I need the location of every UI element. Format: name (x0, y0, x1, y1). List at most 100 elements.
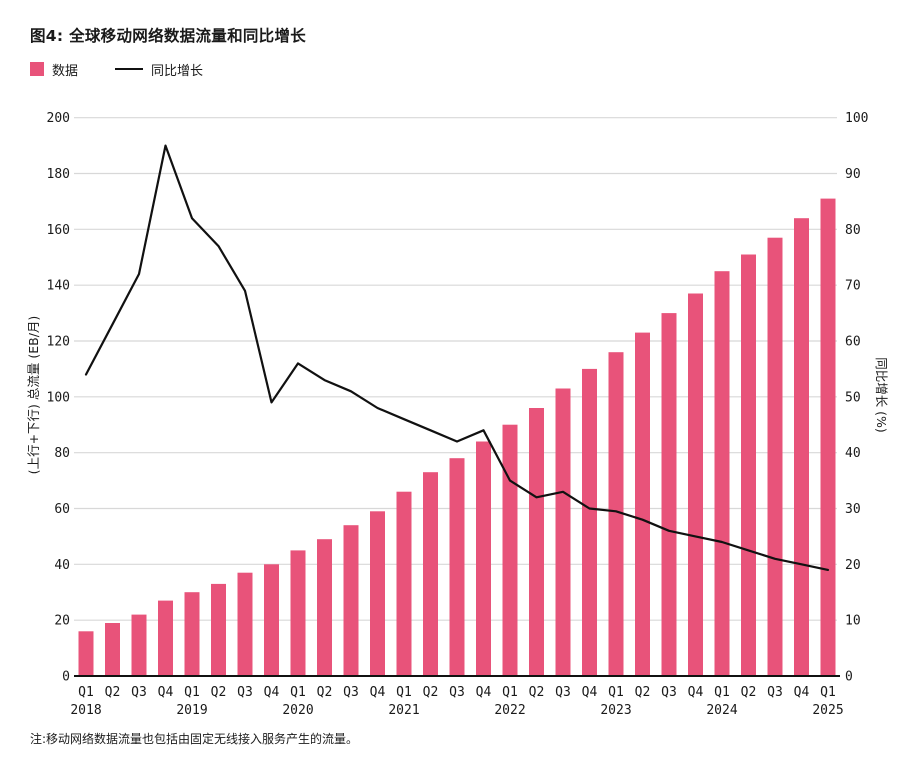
x-quarter-label: Q4 (264, 685, 280, 700)
traffic-bar (158, 600, 173, 676)
x-quarter-label: Q4 (582, 685, 598, 700)
x-quarter-label: Q3 (767, 685, 783, 700)
x-quarter-label: Q1 (502, 685, 518, 700)
traffic-bar (635, 332, 650, 676)
traffic-bar (767, 237, 783, 676)
x-quarter-label: Q3 (343, 685, 359, 700)
x-quarter-label: Q1 (184, 685, 200, 700)
x-year-label: 2020 (282, 703, 313, 718)
legend-label-data: 数据 (52, 63, 79, 79)
chart-title: 图4: 全球移动网络数据流量和同比增长 (30, 27, 307, 45)
y-left-tick-label: 180 (47, 167, 70, 182)
y-left-tick-label: 200 (47, 111, 70, 126)
traffic-bar (555, 388, 571, 676)
traffic-bar (237, 572, 253, 676)
footnote: 注:移动网络数据流量也包括由固定无线接入服务产生的流量。 (30, 732, 359, 746)
traffic-bar (529, 408, 544, 676)
traffic-bar (105, 623, 120, 676)
traffic-bar (741, 254, 756, 676)
y-left-tick-label: 160 (47, 223, 70, 238)
x-quarter-label: Q1 (714, 685, 730, 700)
traffic-bar (184, 592, 200, 676)
y-right-tick-label: 50 (845, 390, 861, 405)
traffic-bar (290, 550, 306, 676)
x-year-label: 2021 (388, 703, 419, 718)
x-quarter-label: Q4 (688, 685, 704, 700)
x-year-label: 2025 (812, 703, 843, 718)
traffic-bar (264, 564, 279, 676)
traffic-bar (449, 458, 465, 676)
x-quarter-label: Q4 (370, 685, 386, 700)
traffic-bar (476, 441, 491, 676)
x-quarter-label: Q4 (476, 685, 492, 700)
x-quarter-label: Q3 (131, 685, 147, 700)
traffic-bar (396, 491, 412, 676)
growth-line (84, 144, 830, 572)
y-left-tick-label: 140 (47, 279, 70, 294)
right-axis-title: 同比增长 (%) (874, 357, 889, 433)
y-right-tick-label: 10 (845, 614, 861, 629)
y-left-tick-label: 40 (54, 558, 70, 573)
x-year-label: 2024 (706, 703, 737, 718)
x-quarter-label: Q3 (237, 685, 253, 700)
x-quarter-label: Q1 (78, 685, 94, 700)
y-right-tick-label: 20 (845, 558, 861, 573)
y-left-tick-label: 20 (54, 614, 70, 629)
y-right-tick-label: 90 (845, 167, 861, 182)
y-right-tick-label: 70 (845, 279, 861, 294)
data-series-swatch (30, 62, 44, 76)
traffic-bar (317, 539, 332, 676)
traffic-bar (211, 583, 226, 676)
x-quarter-label: Q2 (317, 685, 333, 700)
x-quarter-label: Q4 (158, 685, 174, 700)
y-right-tick-label: 0 (845, 670, 853, 685)
traffic-bar (820, 198, 836, 676)
y-right-tick-label: 60 (845, 335, 861, 350)
traffic-bar (714, 271, 730, 676)
left-axis-title: (上行+下行) 总流量 (EB/月) (26, 316, 41, 475)
x-quarter-label: Q2 (635, 685, 651, 700)
traffic-bar (78, 631, 94, 676)
x-quarter-label: Q1 (290, 685, 306, 700)
y-right-tick-label: 100 (845, 111, 868, 126)
x-quarter-label: Q3 (555, 685, 571, 700)
legend-label-growth: 同比增长 (151, 63, 204, 79)
traffic-bar (423, 472, 438, 676)
x-quarter-label: Q2 (105, 685, 121, 700)
x-year-label: 2018 (70, 703, 101, 718)
y-left-tick-label: 120 (47, 335, 70, 350)
x-quarter-label: Q3 (449, 685, 465, 700)
x-quarter-label: Q2 (741, 685, 757, 700)
x-quarter-label: Q3 (661, 685, 677, 700)
traffic-bar (608, 352, 624, 676)
y-right-tick-label: 30 (845, 502, 861, 517)
y-left-tick-label: 80 (54, 446, 70, 461)
traffic-bar (502, 424, 518, 676)
traffic-bar (370, 511, 385, 676)
x-quarter-label: Q1 (396, 685, 412, 700)
x-year-label: 2023 (600, 703, 631, 718)
traffic-bar (343, 525, 359, 676)
growth-series-line-swatch (115, 68, 144, 70)
traffic-bar (582, 368, 597, 676)
y-left-tick-label: 60 (54, 502, 70, 517)
y-right-tick-label: 40 (845, 446, 861, 461)
y-left-tick-label: 0 (62, 670, 70, 685)
chart-legend: 数据 同比增长 (30, 60, 204, 79)
traffic-bar (794, 218, 809, 676)
x-quarter-label: Q1 (608, 685, 624, 700)
traffic-bar (131, 614, 147, 676)
x-year-label: 2022 (494, 703, 525, 718)
x-quarter-label: Q2 (211, 685, 227, 700)
traffic-bar (661, 313, 677, 676)
x-quarter-label: Q2 (423, 685, 439, 700)
x-year-label: 2019 (176, 703, 207, 718)
x-quarter-label: Q2 (529, 685, 545, 700)
traffic-bar (688, 293, 703, 676)
x-quarter-label: Q4 (794, 685, 810, 700)
y-right-tick-label: 80 (845, 223, 861, 238)
y-left-tick-label: 100 (47, 390, 70, 405)
x-quarter-label: Q1 (820, 685, 836, 700)
